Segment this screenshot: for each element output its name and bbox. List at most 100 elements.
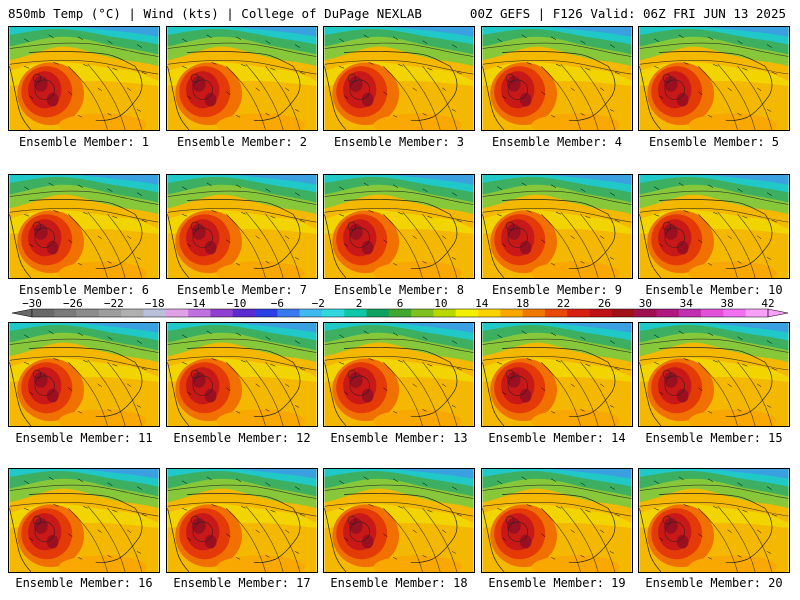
temperature-map — [639, 469, 789, 572]
panel-label-12: Ensemble Member: 12 — [173, 431, 311, 445]
temperature-map — [324, 469, 474, 572]
panel-label-18: Ensemble Member: 18 — [330, 576, 468, 590]
ensemble-map-13 — [323, 322, 475, 427]
scale-swatch — [723, 309, 746, 317]
panel-label-5: Ensemble Member: 5 — [648, 135, 780, 149]
scale-swatch — [500, 309, 523, 317]
temperature-map — [9, 469, 159, 572]
panel-label-17: Ensemble Member: 17 — [173, 576, 311, 590]
scale-swatch — [299, 309, 323, 317]
temperature-map — [9, 323, 159, 426]
scale-swatch — [611, 309, 635, 317]
ensemble-map-2 — [166, 26, 318, 131]
scale-swatch — [143, 309, 167, 317]
ensemble-map-14 — [481, 322, 633, 427]
scale-swatch — [567, 309, 590, 317]
scale-swatch — [76, 309, 100, 317]
temperature-map — [167, 175, 317, 278]
scale-swatch — [455, 309, 479, 317]
ensemble-map-8 — [323, 174, 475, 279]
scale-swatch — [388, 309, 412, 317]
panel-label-8: Ensemble Member: 8 — [333, 283, 465, 297]
scale-swatch — [277, 309, 300, 317]
ensemble-map-18 — [323, 468, 475, 573]
temperature-map — [167, 323, 317, 426]
scale-tick-label: 18 — [516, 297, 529, 310]
temperature-map — [167, 27, 317, 130]
ensemble-map-6 — [8, 174, 160, 279]
scale-tick-label: −14 — [186, 297, 206, 310]
scale-swatch — [656, 309, 680, 317]
scale-tick-label: −30 — [22, 297, 42, 310]
temperature-color-scale: −30 −26 −22 −18 −14 −10 −6 −2 2 6 10 14 18 22 26 30 34 38… — [11, 297, 789, 318]
temperature-map — [324, 175, 474, 278]
temperature-map — [324, 323, 474, 426]
scale-tick-label: 10 — [434, 297, 447, 310]
scale-swatch — [232, 309, 256, 317]
ensemble-map-16 — [8, 468, 160, 573]
panel-label-7: Ensemble Member: 7 — [176, 283, 308, 297]
panel-label-2: Ensemble Member: 2 — [176, 135, 308, 149]
temperature-map — [482, 469, 632, 572]
scale-tick-label: 2 — [356, 297, 363, 310]
scale-arrow-left — [11, 308, 33, 318]
ensemble-map-3 — [323, 26, 475, 131]
scale-swatch — [98, 309, 122, 317]
panel-label-19: Ensemble Member: 19 — [488, 576, 626, 590]
temperature-map — [324, 27, 474, 130]
panel-label-3: Ensemble Member: 3 — [333, 135, 465, 149]
ensemble-map-19 — [481, 468, 633, 573]
panel-label-15: Ensemble Member: 15 — [645, 431, 783, 445]
temperature-map — [9, 175, 159, 278]
ensemble-map-1 — [8, 26, 160, 131]
scale-tick-label: 6 — [397, 297, 404, 310]
scale-swatch — [366, 309, 390, 317]
panel-label-20: Ensemble Member: 20 — [645, 576, 783, 590]
scale-swatch — [544, 309, 568, 317]
scale-swatch — [701, 309, 724, 317]
panel-label-9: Ensemble Member: 9 — [491, 283, 623, 297]
panel-label-16: Ensemble Member: 16 — [15, 576, 153, 590]
scale-swatch — [121, 309, 144, 317]
ensemble-map-12 — [166, 322, 318, 427]
scale-swatch — [411, 309, 434, 317]
ensemble-map-5 — [638, 26, 790, 131]
scale-tick-label: 14 — [475, 297, 489, 310]
scale-swatch — [54, 309, 77, 317]
scale-swatch — [165, 309, 189, 317]
scale-tick-label: 30 — [639, 297, 652, 310]
panel-label-1: Ensemble Member: 1 — [18, 135, 150, 149]
panel-label-13: Ensemble Member: 13 — [330, 431, 468, 445]
panel-label-11: Ensemble Member: 11 — [15, 431, 153, 445]
map-title: 850mb Temp (°C) | Wind (kts) | College o… — [8, 6, 422, 21]
scale-swatch — [188, 309, 211, 317]
scale-swatch — [745, 309, 769, 317]
scale-swatch — [32, 309, 55, 317]
temperature-map — [639, 175, 789, 278]
scale-swatch — [344, 309, 367, 317]
panel-label-6: Ensemble Member: 6 — [18, 283, 150, 297]
scale-swatch — [634, 309, 657, 317]
temperature-map — [482, 175, 632, 278]
scale-swatch — [478, 309, 501, 317]
scale-swatch — [589, 309, 613, 317]
temperature-map — [639, 27, 789, 130]
scale-swatch — [255, 309, 278, 317]
temperature-map — [9, 27, 159, 130]
scale-tick-label: −6 — [271, 297, 284, 310]
scale-swatch — [522, 309, 546, 317]
temperature-map — [482, 27, 632, 130]
panel-label-14: Ensemble Member: 14 — [488, 431, 626, 445]
ensemble-map-7 — [166, 174, 318, 279]
scale-outline — [31, 308, 769, 318]
ensemble-map-20 — [638, 468, 790, 573]
scale-tick-label: −10 — [227, 297, 247, 310]
scale-swatch — [210, 309, 234, 317]
temperature-map — [482, 323, 632, 426]
temperature-map — [167, 469, 317, 572]
scale-swatch — [321, 309, 345, 317]
temperature-map — [639, 323, 789, 426]
scale-tick-label: 22 — [557, 297, 570, 310]
panel-label-4: Ensemble Member: 4 — [491, 135, 623, 149]
scale-tick-label: −26 — [63, 297, 83, 310]
